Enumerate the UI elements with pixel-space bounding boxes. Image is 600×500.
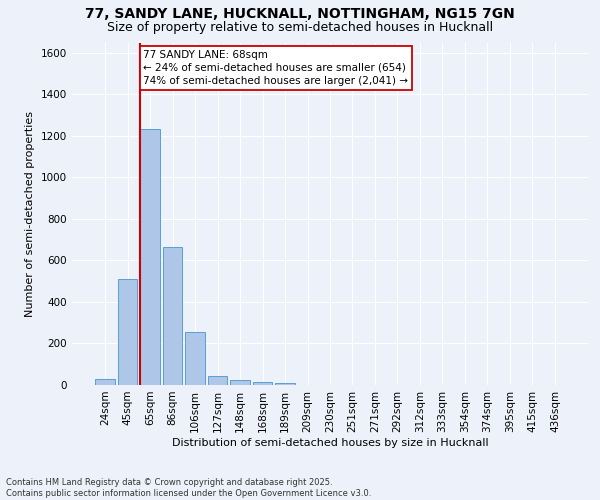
Y-axis label: Number of semi-detached properties: Number of semi-detached properties <box>25 111 35 317</box>
Bar <box>275 383 295 385</box>
X-axis label: Distribution of semi-detached houses by size in Hucknall: Distribution of semi-detached houses by … <box>172 438 488 448</box>
Bar <box>208 376 227 385</box>
Text: 77, SANDY LANE, HUCKNALL, NOTTINGHAM, NG15 7GN: 77, SANDY LANE, HUCKNALL, NOTTINGHAM, NG… <box>85 8 515 22</box>
Bar <box>140 128 160 385</box>
Text: Contains HM Land Registry data © Crown copyright and database right 2025.
Contai: Contains HM Land Registry data © Crown c… <box>6 478 371 498</box>
Bar <box>118 279 137 385</box>
Bar <box>163 247 182 385</box>
Bar <box>185 332 205 385</box>
Bar <box>95 379 115 385</box>
Bar <box>230 380 250 385</box>
Text: 77 SANDY LANE: 68sqm
← 24% of semi-detached houses are smaller (654)
74% of semi: 77 SANDY LANE: 68sqm ← 24% of semi-detac… <box>143 50 408 86</box>
Bar <box>253 382 272 385</box>
Text: Size of property relative to semi-detached houses in Hucknall: Size of property relative to semi-detach… <box>107 22 493 35</box>
